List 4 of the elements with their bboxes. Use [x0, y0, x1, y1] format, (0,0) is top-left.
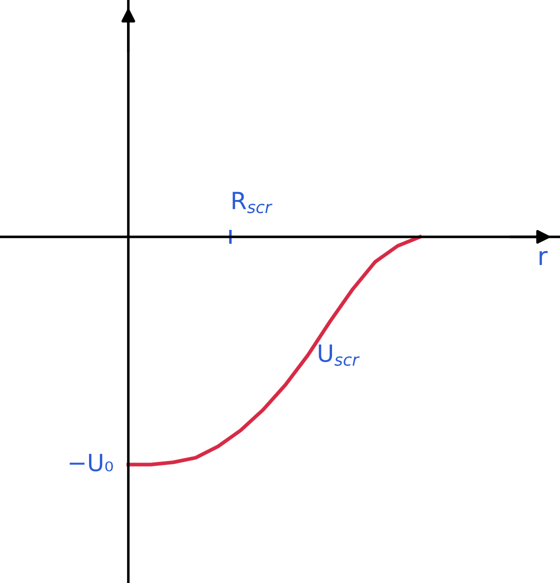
series-label: U$_{scr}$ — [318, 344, 360, 366]
text: R$_{scr}$ — [232, 192, 272, 214]
x-axis-title: r — [540, 250, 548, 265]
text: −U₀ — [70, 454, 113, 472]
